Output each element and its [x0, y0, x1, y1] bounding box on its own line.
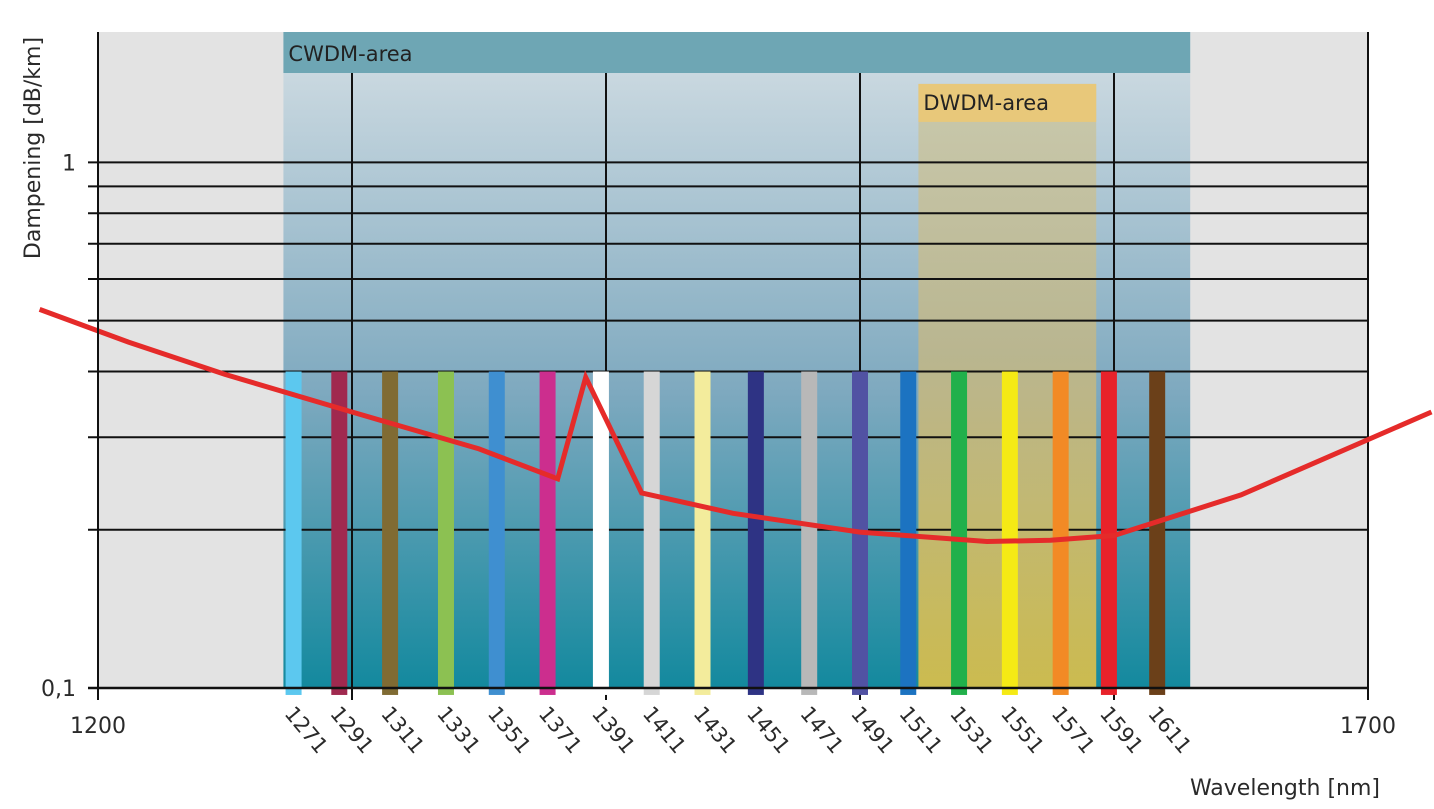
channel-label: 1471 [795, 702, 848, 758]
channel-label: 1491 [846, 702, 899, 758]
x-tick-label: 1200 [70, 714, 126, 739]
channel-bar [488, 371, 505, 695]
channel-bar [951, 371, 968, 695]
y-tick-label: 0,1 [41, 677, 76, 702]
channel-label: 1511 [894, 702, 947, 758]
channel-label: 1591 [1095, 702, 1148, 758]
channel-label: 1571 [1047, 702, 1100, 758]
dampening-curve [38, 307, 1433, 545]
x-tick-label: 1700 [1340, 714, 1396, 739]
channel-label: 1391 [587, 702, 640, 758]
channel-bar [539, 371, 556, 695]
channel-bar [331, 371, 348, 695]
y-tick-label: 1 [62, 151, 76, 176]
channel-label: 1291 [325, 702, 378, 758]
channel-bar [592, 371, 609, 695]
channel-label: 1431 [689, 702, 742, 758]
channel-bar [1149, 371, 1166, 695]
channel-label: 1311 [376, 702, 429, 758]
dwdm-area-label: DWDM-area [923, 91, 1049, 115]
channel-bar [382, 371, 399, 695]
channel-label: 1411 [638, 702, 691, 758]
channel-bar [437, 371, 454, 695]
channel-bar [1100, 371, 1117, 695]
channel-bar [747, 371, 764, 695]
channel-bar [643, 371, 660, 695]
channel-bar [285, 371, 302, 695]
channel-bar [694, 371, 711, 695]
channel-bar [801, 371, 818, 695]
channel-label: 1331 [432, 702, 485, 758]
channel-label: 1531 [945, 702, 998, 758]
channel-bar [1001, 371, 1018, 695]
x-axis-title: Wavelength [nm] [1190, 776, 1380, 801]
channel-label: 1271 [280, 702, 333, 758]
channel-bar [1052, 371, 1069, 695]
channel-label: 1351 [483, 702, 536, 758]
cwdm-area-header [283, 32, 1191, 73]
channel-label: 1451 [742, 702, 795, 758]
dwdm-area-header [918, 83, 1097, 122]
cwdm-area-label: CWDM-area [288, 42, 412, 66]
channel-label: 1611 [1143, 702, 1196, 758]
channel-label: 1551 [996, 702, 1049, 758]
y-axis-title: Dampening [dB/km] [21, 37, 46, 259]
channel-label: 1371 [534, 702, 587, 758]
